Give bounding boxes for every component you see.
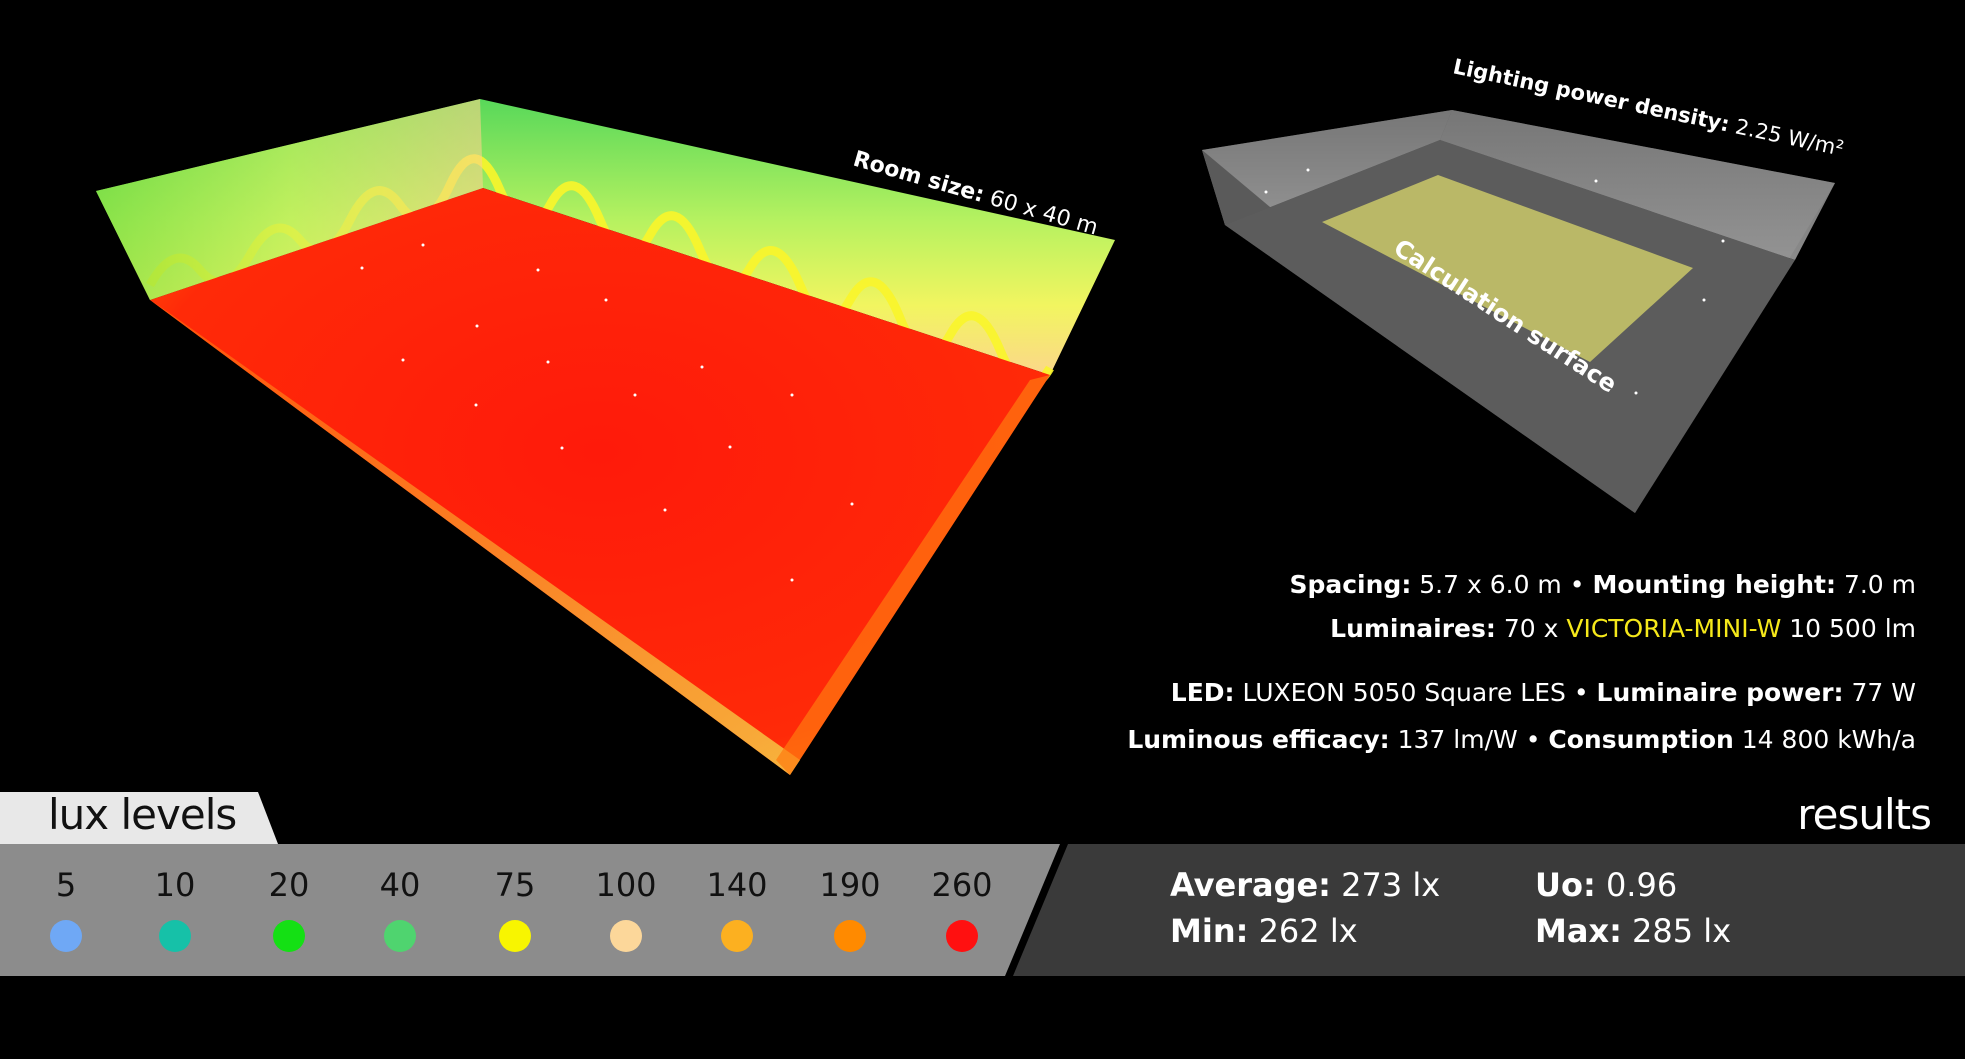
result-max: Max: 285 lx xyxy=(1535,912,1732,950)
lux-color-dot xyxy=(946,920,978,952)
lux-color-dot xyxy=(384,920,416,952)
lux-color-dot xyxy=(50,920,82,952)
lux-level-item: 5 xyxy=(26,866,106,952)
lux-color-dot xyxy=(610,920,642,952)
lux-level-value: 75 xyxy=(494,866,536,904)
lux-level-item: 20 xyxy=(249,866,329,952)
lux-level-value: 20 xyxy=(268,866,310,904)
left-wall xyxy=(96,99,483,300)
luminaire-model-link[interactable]: VICTORIA-MINI-W xyxy=(1566,614,1782,643)
lux-level-value: 190 xyxy=(819,866,881,904)
result-average: Average: 273 lx xyxy=(1170,866,1441,904)
lux-level-value: 10 xyxy=(154,866,196,904)
lux-color-dot xyxy=(273,920,305,952)
lux-level-item: 260 xyxy=(922,866,1002,952)
lux-level-value: 260 xyxy=(931,866,993,904)
info-line-spacing: Spacing: 5.7 x 6.0 m • Mounting height: … xyxy=(1289,570,1916,599)
lux-level-item: 40 xyxy=(360,866,440,952)
lux-level-value: 5 xyxy=(55,866,77,904)
lux-color-dot xyxy=(721,920,753,952)
lux-level-value: 40 xyxy=(379,866,421,904)
bottom-bar xyxy=(0,792,1965,976)
lux-color-dot xyxy=(159,920,191,952)
info-line-luminaires: Luminaires: 70 x VICTORIA-MINI-W 10 500 … xyxy=(1330,614,1916,643)
lux-color-dot xyxy=(499,920,531,952)
info-line-led: LED: LUXEON 5050 Square LES • Luminaire … xyxy=(1170,678,1916,707)
luminaire-dots xyxy=(360,243,854,582)
grey-room-dots xyxy=(1264,168,1725,395)
floor-right-edge xyxy=(776,375,1050,775)
lux-level-item: 100 xyxy=(586,866,666,952)
lux-color-dot xyxy=(834,920,866,952)
floor-surface xyxy=(150,188,1050,775)
result-min: Min: 262 lx xyxy=(1170,912,1358,950)
lux-level-item: 190 xyxy=(810,866,890,952)
lux-level-value: 100 xyxy=(595,866,657,904)
calculation-surface xyxy=(1322,175,1693,362)
result-uo: Uo: 0.96 xyxy=(1535,866,1678,904)
lux-level-item: 10 xyxy=(135,866,215,952)
lux-level-item: 140 xyxy=(697,866,777,952)
info-line-efficacy: Luminous efficacy: 137 lm/W • Consumptio… xyxy=(1127,725,1916,754)
legend-title: lux levels xyxy=(48,790,237,839)
results-title: results xyxy=(1797,790,1932,839)
lux-level-item: 75 xyxy=(475,866,555,952)
floor-front-edge xyxy=(150,300,800,775)
lux-level-value: 140 xyxy=(706,866,768,904)
